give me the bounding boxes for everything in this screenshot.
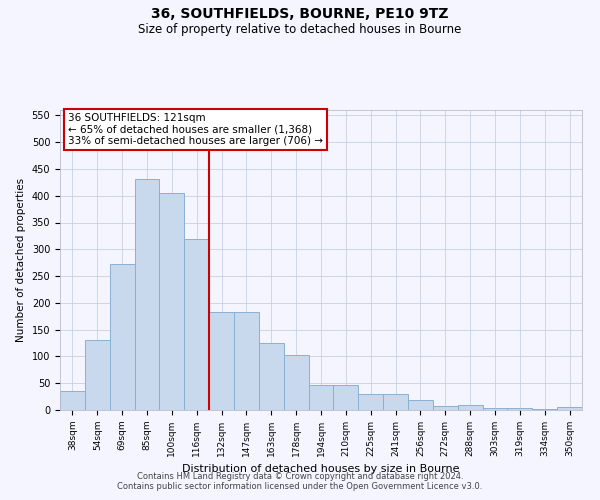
Bar xyxy=(209,312,234,410)
Bar xyxy=(234,312,259,410)
Bar xyxy=(134,178,160,410)
Bar xyxy=(408,400,433,410)
Text: Size of property relative to detached houses in Bourne: Size of property relative to detached ho… xyxy=(139,22,461,36)
Bar xyxy=(458,404,482,410)
Text: Contains public sector information licensed under the Open Government Licence v3: Contains public sector information licen… xyxy=(118,482,482,491)
Bar xyxy=(433,406,458,410)
Text: Contains HM Land Registry data © Crown copyright and database right 2024.: Contains HM Land Registry data © Crown c… xyxy=(137,472,463,481)
Y-axis label: Number of detached properties: Number of detached properties xyxy=(16,178,26,342)
Text: 36, SOUTHFIELDS, BOURNE, PE10 9TZ: 36, SOUTHFIELDS, BOURNE, PE10 9TZ xyxy=(151,8,449,22)
Bar xyxy=(60,391,85,410)
Bar xyxy=(110,264,134,410)
Bar xyxy=(508,408,532,410)
Bar xyxy=(308,386,334,410)
Bar xyxy=(482,408,508,410)
Bar xyxy=(184,238,209,410)
Bar xyxy=(358,394,383,410)
Bar xyxy=(383,394,408,410)
Text: 36 SOUTHFIELDS: 121sqm
← 65% of detached houses are smaller (1,368)
33% of semi-: 36 SOUTHFIELDS: 121sqm ← 65% of detached… xyxy=(68,113,323,146)
Bar xyxy=(160,193,184,410)
X-axis label: Distribution of detached houses by size in Bourne: Distribution of detached houses by size … xyxy=(182,464,460,474)
Bar xyxy=(557,407,582,410)
Bar xyxy=(284,355,308,410)
Bar xyxy=(334,386,358,410)
Bar xyxy=(85,340,110,410)
Bar xyxy=(259,343,284,410)
Bar xyxy=(532,409,557,410)
